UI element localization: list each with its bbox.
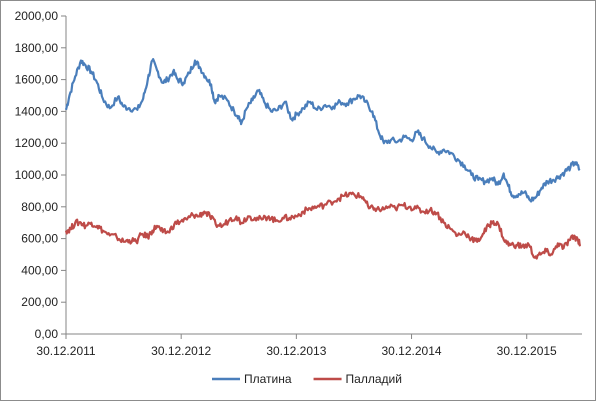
y-axis: 0,00 200,00 400,00 600,00 800,00 1000,00 1200,… xyxy=(15,9,67,341)
y-tick-label: 400,00 xyxy=(21,263,58,277)
y-tick-label: 2000,00 xyxy=(15,9,59,23)
y-tick-label: 1000,00 xyxy=(15,168,59,182)
series-layer xyxy=(64,58,582,260)
y-tick-label: 200,00 xyxy=(21,295,58,309)
x-tick-label: 30.12.2014 xyxy=(382,344,442,358)
y-tick-label: 0,00 xyxy=(35,327,59,341)
x-tick-label: 30.12.2011 xyxy=(36,344,95,358)
x-tick-label: 30.12.2013 xyxy=(266,344,326,358)
y-tick-label: 800,00 xyxy=(21,200,58,214)
y-tick-label: 1400,00 xyxy=(15,104,59,118)
x-tick-label: 30.12.2012 xyxy=(151,344,211,358)
legend-label-1: Платина xyxy=(244,372,292,386)
legend: Платина Палладий xyxy=(212,372,402,386)
x-axis: 30.12.2011 30.12.2012 30.12.2013 30.12.2014… xyxy=(36,333,582,358)
y-tick-label: 1200,00 xyxy=(15,136,59,150)
x-tick-label: 30.12.2015 xyxy=(497,344,557,358)
y-tick-label: 1600,00 xyxy=(15,73,59,87)
series-line-2 xyxy=(64,191,582,260)
series-line-1 xyxy=(64,58,581,203)
legend-label-2: Палладий xyxy=(346,372,402,386)
y-tick-label: 600,00 xyxy=(21,232,58,246)
y-tick-label: 1800,00 xyxy=(15,41,59,55)
